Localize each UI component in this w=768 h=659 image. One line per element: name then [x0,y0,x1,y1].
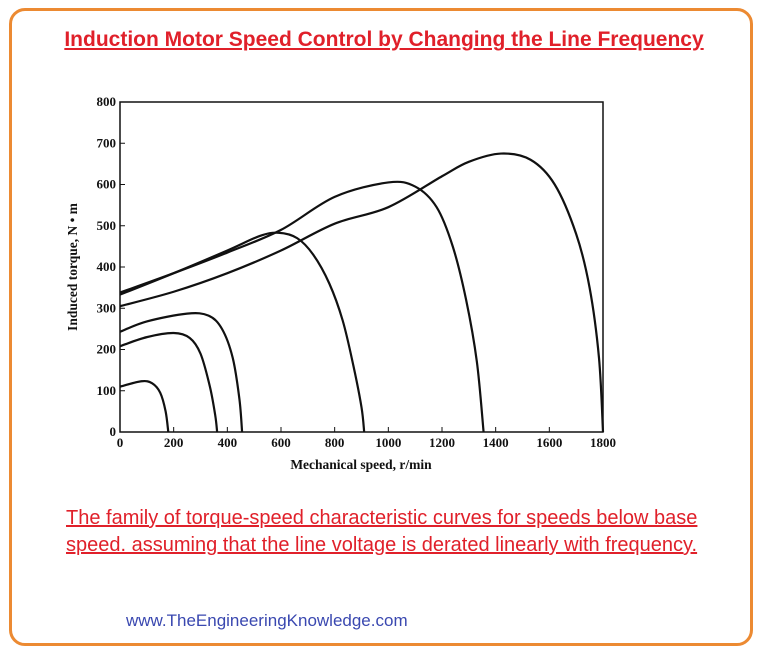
x-tick-label: 1600 [536,435,562,450]
x-tick-label: 600 [271,435,291,450]
y-tick-label: 600 [97,177,117,192]
x-tick-label: 1800 [590,435,616,450]
x-tick-label: 0 [117,435,124,450]
torque-speed-chart: 0 200 400 600 800 1000 1200 1400 1600 1800 0 100 200… [65,94,616,472]
x-axis-label: Mechanical speed, r/min [290,457,432,472]
y-axis-label: Induced torque, N • m [65,202,80,331]
torque-speed-curve-3 [119,231,366,433]
torque-speed-curve-2 [119,180,485,433]
torque-speed-curve-5 [119,331,219,433]
y-tick-label: 500 [97,218,117,233]
x-tick-label: 800 [325,435,345,450]
x-tick-label: 400 [218,435,238,450]
figure-caption: The family of torque-speed characteristi… [66,507,698,556]
page-title: Induction Motor Speed Control by Changin… [64,28,704,51]
x-tick-label: 1200 [429,435,455,450]
y-tick-label: 800 [97,94,117,109]
y-tick-label: 0 [110,424,117,439]
torque-speed-curve-1 [119,152,605,433]
orange-frame [9,8,753,646]
x-tick-label: 200 [164,435,184,450]
y-tick-label: 300 [97,300,117,315]
x-tick-label: 1000 [375,435,401,450]
website-link[interactable]: www.TheEngineeringKnowledge.com [126,611,408,630]
y-tick-label: 100 [97,383,117,398]
y-tick-label: 200 [97,342,117,357]
y-tick-label: 700 [97,135,117,150]
torque-speed-curve-4 [119,312,244,433]
torque-speed-curve-6 [119,379,170,433]
x-tick-label: 1400 [483,435,509,450]
y-tick-label: 400 [97,259,117,274]
